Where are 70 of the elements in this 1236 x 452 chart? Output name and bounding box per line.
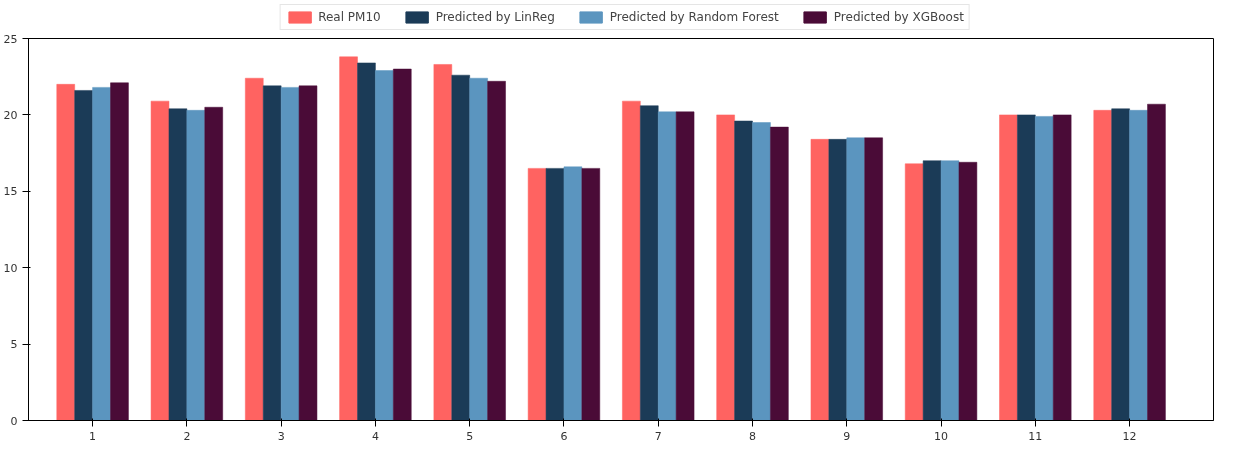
- x-tick-label: 4: [371, 429, 379, 443]
- bar: [186, 109, 206, 421]
- x-tick-label: 11: [1028, 429, 1043, 443]
- bar: [392, 68, 412, 421]
- bar: [828, 138, 848, 421]
- bar: [657, 111, 677, 421]
- y-tick-label: 20: [3, 108, 18, 122]
- bar: [487, 80, 507, 421]
- x-tick-label: 5: [466, 429, 474, 443]
- bar: [433, 63, 453, 421]
- bar: [56, 83, 76, 421]
- x-tick-label: 10: [934, 429, 949, 443]
- bar: [904, 163, 924, 421]
- y-tick-label: 0: [10, 414, 18, 428]
- bar: [150, 100, 170, 421]
- bar: [810, 138, 830, 421]
- bar: [545, 167, 565, 421]
- bar: [621, 100, 641, 421]
- bar: [846, 137, 866, 421]
- bar: [92, 86, 112, 421]
- x-tick-label: 8: [749, 429, 757, 443]
- bar: [1129, 109, 1149, 421]
- bar: [999, 114, 1018, 421]
- y-tick-label: 10: [3, 261, 18, 275]
- bar: [527, 167, 547, 421]
- bar: [204, 106, 224, 421]
- x-tick-label: 7: [654, 429, 662, 443]
- bar: [639, 105, 659, 421]
- x-tick-label: 1: [89, 429, 97, 443]
- bar: [469, 77, 489, 421]
- bar: [563, 166, 583, 421]
- bar: [581, 167, 601, 421]
- bar: [262, 85, 282, 421]
- legend-label: Predicted by LinReg: [435, 10, 555, 24]
- bar: [769, 126, 789, 421]
- bar: [74, 89, 94, 421]
- bar: [357, 62, 376, 421]
- bar: [1016, 114, 1036, 421]
- y-tick-label: 5: [10, 338, 18, 352]
- bar: [339, 56, 359, 421]
- bar: [1034, 115, 1054, 421]
- bar: [1052, 114, 1072, 421]
- bar: [1147, 103, 1166, 421]
- bar: [1093, 109, 1113, 421]
- legend-label: Predicted by XGBoost: [833, 10, 964, 24]
- x-tick-label: 12: [1122, 429, 1137, 443]
- bar: [940, 160, 960, 421]
- bar: [244, 77, 264, 421]
- bar: [716, 114, 736, 421]
- y-tick-label: 15: [3, 185, 18, 199]
- bar: [374, 70, 394, 421]
- bar: [752, 122, 771, 421]
- x-tick-label: 6: [560, 429, 568, 443]
- x-tick-label: 3: [277, 429, 285, 443]
- bar: [734, 120, 754, 421]
- y-tick-label: 25: [3, 32, 18, 46]
- bar: [675, 111, 695, 421]
- bar: [864, 137, 884, 421]
- bar: [1111, 108, 1131, 421]
- x-tick-label: 9: [843, 429, 851, 443]
- bar: [280, 86, 300, 421]
- bar: [922, 160, 942, 421]
- x-tick-label: 2: [183, 429, 191, 443]
- bar: [168, 108, 188, 421]
- bar: [110, 82, 129, 421]
- legend-label: Real PM10: [318, 10, 381, 24]
- bar: [451, 74, 471, 421]
- legend-label: Predicted by Random Forest: [609, 10, 779, 24]
- bar: [958, 161, 978, 421]
- bar: [298, 85, 318, 421]
